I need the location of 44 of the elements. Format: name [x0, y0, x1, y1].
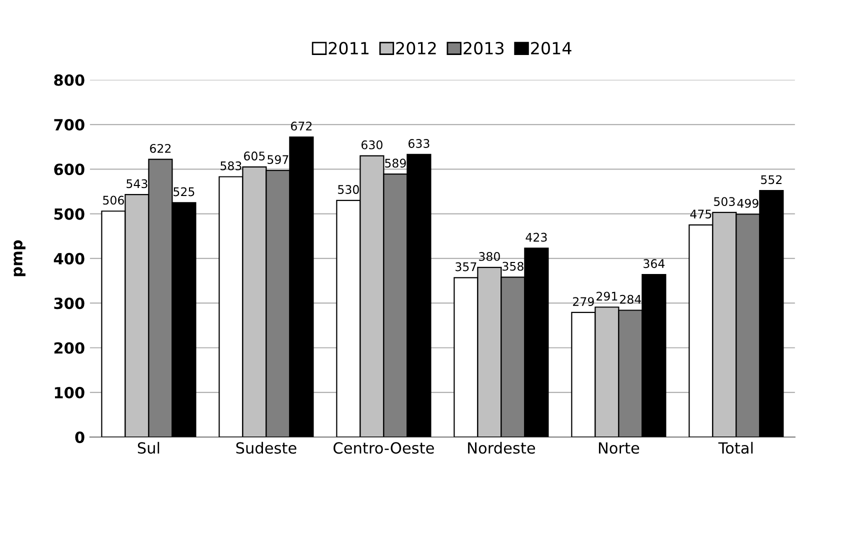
- data-label: 364: [644, 259, 665, 268]
- data-label: 357: [456, 262, 476, 272]
- data-label: 583: [220, 161, 242, 170]
- data-label: 622: [150, 144, 171, 153]
- data-label: 633: [408, 139, 430, 148]
- legend-label: 2011: [328, 42, 368, 54]
- data-label: 499: [737, 198, 758, 208]
- x-tick-label: Sudeste: [236, 442, 296, 454]
- data-label: 525: [174, 187, 194, 196]
- data-label: 475: [690, 210, 712, 219]
- y-tick-label: 800: [54, 74, 84, 86]
- legend-label: 2013: [464, 42, 504, 54]
- x-tick-label: Total: [718, 442, 753, 454]
- data-label: 506: [103, 196, 124, 205]
- y-tick-label: 300: [54, 298, 84, 310]
- y-tick-label: 700: [54, 118, 84, 131]
- data-label: 552: [761, 175, 782, 184]
- x-tick-label: Centro-Oeste: [334, 442, 434, 454]
- y-tick-label: 200: [54, 342, 84, 354]
- data-label: 589: [385, 158, 406, 168]
- y-axis-title: pmp: [14, 240, 26, 276]
- data-label: 423: [526, 232, 547, 242]
- data-label: 630: [362, 140, 382, 150]
- legend-label: 2012: [396, 42, 436, 54]
- x-tick-label: Sul: [138, 442, 160, 454]
- data-label: 279: [573, 297, 594, 306]
- data-label: 380: [479, 252, 500, 261]
- y-tick-label: 600: [54, 164, 84, 176]
- data-label: 672: [291, 122, 312, 131]
- data-label: 605: [244, 152, 265, 160]
- data-label: 543: [126, 179, 148, 188]
- data-label: 503: [714, 197, 735, 206]
- x-tick-label: Nordeste: [468, 442, 535, 454]
- y-tick-label: 500: [54, 208, 84, 220]
- data-label: 530: [338, 185, 359, 194]
- legend-label: 2014: [531, 42, 572, 54]
- y-tick-label: 0: [75, 432, 84, 444]
- y-tick-label: 100: [54, 386, 84, 398]
- data-label: 291: [596, 292, 618, 301]
- data-label: 358: [502, 262, 524, 271]
- x-tick-label: Norte: [598, 442, 640, 454]
- data-label: 597: [268, 155, 288, 164]
- y-tick-label: 400: [54, 252, 84, 264]
- data-label: 284: [620, 294, 642, 304]
